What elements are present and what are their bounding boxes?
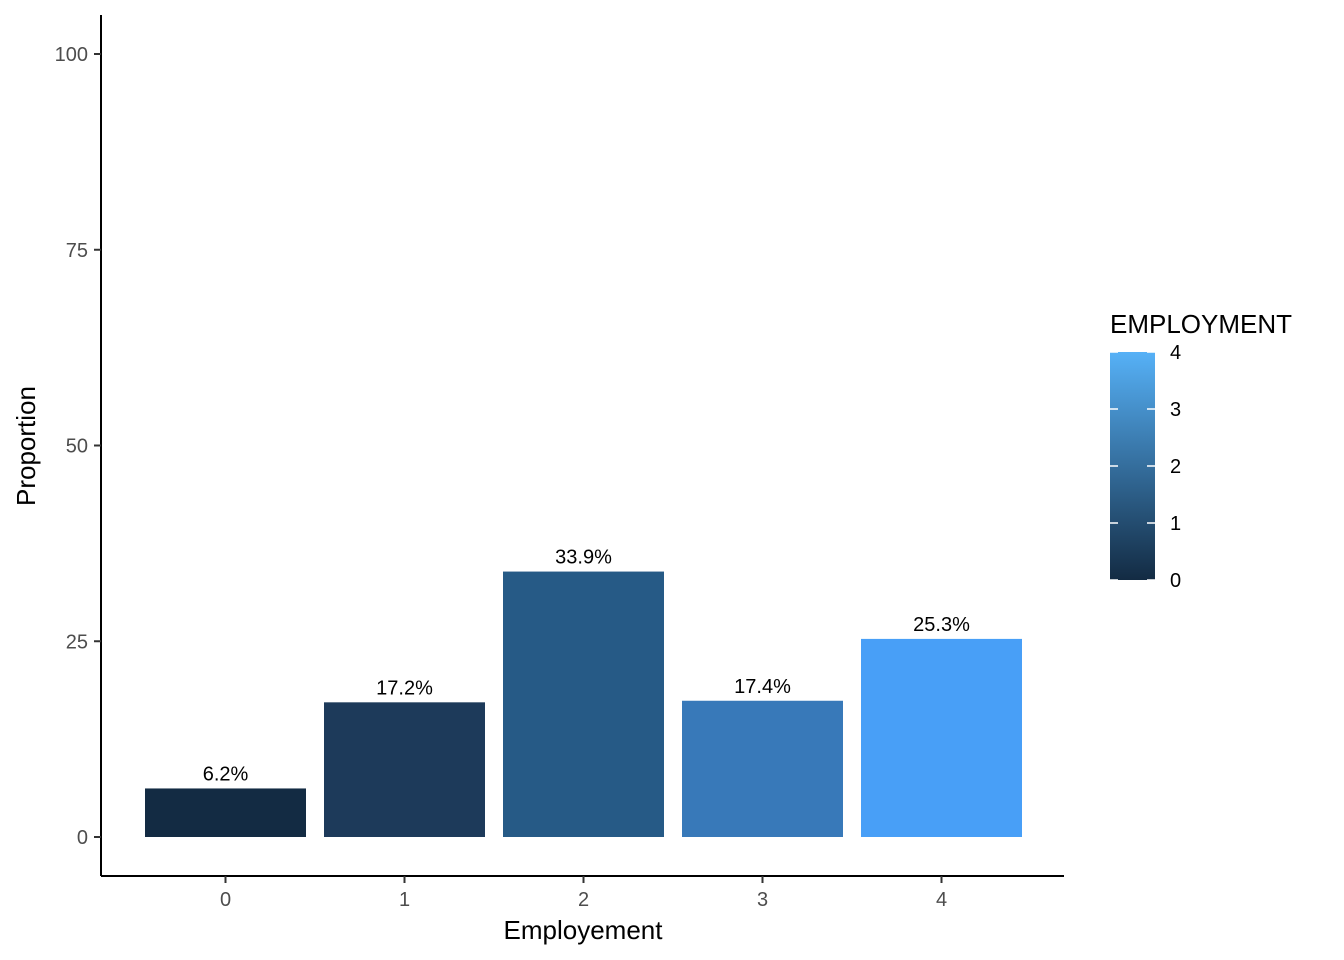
bar-data-label: 17.2% [376, 677, 433, 699]
bar-data-label: 25.3% [913, 614, 970, 636]
legend-tick-label: 2 [1170, 456, 1181, 478]
bar [145, 788, 306, 837]
legend-tick-label: 1 [1170, 513, 1181, 535]
bar [861, 638, 1022, 837]
y-axis: 0 25 50 75 100 [55, 15, 102, 876]
y-axis-title: Proportion [11, 386, 41, 506]
x-axis: 0 1 2 3 4 [101, 875, 1064, 911]
x-tick-label: 0 [220, 889, 231, 911]
bar [324, 702, 485, 837]
x-axis-title: Employement [504, 915, 664, 945]
bar [503, 571, 664, 837]
y-tick-label: 0 [77, 827, 88, 849]
legend-tick-label: 0 [1170, 570, 1181, 592]
legend-title: EMPLOYMENT [1110, 309, 1292, 339]
data-labels-group: 6.2% 17.2% 33.9% 17.4% 25.3% [203, 547, 970, 786]
x-tick-label: 1 [399, 889, 410, 911]
bar [682, 700, 843, 837]
y-tick-label: 100 [55, 44, 88, 66]
bar-data-label: 17.4% [734, 676, 791, 698]
x-tick-label: 4 [936, 889, 947, 911]
color-legend: EMPLOYMENT 0 1 2 3 4 [1110, 309, 1292, 592]
bar-data-label: 6.2% [203, 763, 249, 785]
x-tick-label: 3 [757, 889, 768, 911]
legend-tick-label: 4 [1170, 342, 1181, 364]
x-tick-label: 2 [578, 889, 589, 911]
bars-group [145, 571, 1022, 837]
y-tick-label: 75 [66, 240, 88, 262]
y-tick-label: 50 [66, 436, 88, 458]
legend-tick-label: 3 [1170, 399, 1181, 421]
bar-data-label: 33.9% [555, 547, 612, 569]
y-tick-label: 25 [66, 631, 88, 653]
legend-ticks: 0 1 2 3 4 [1110, 342, 1181, 592]
